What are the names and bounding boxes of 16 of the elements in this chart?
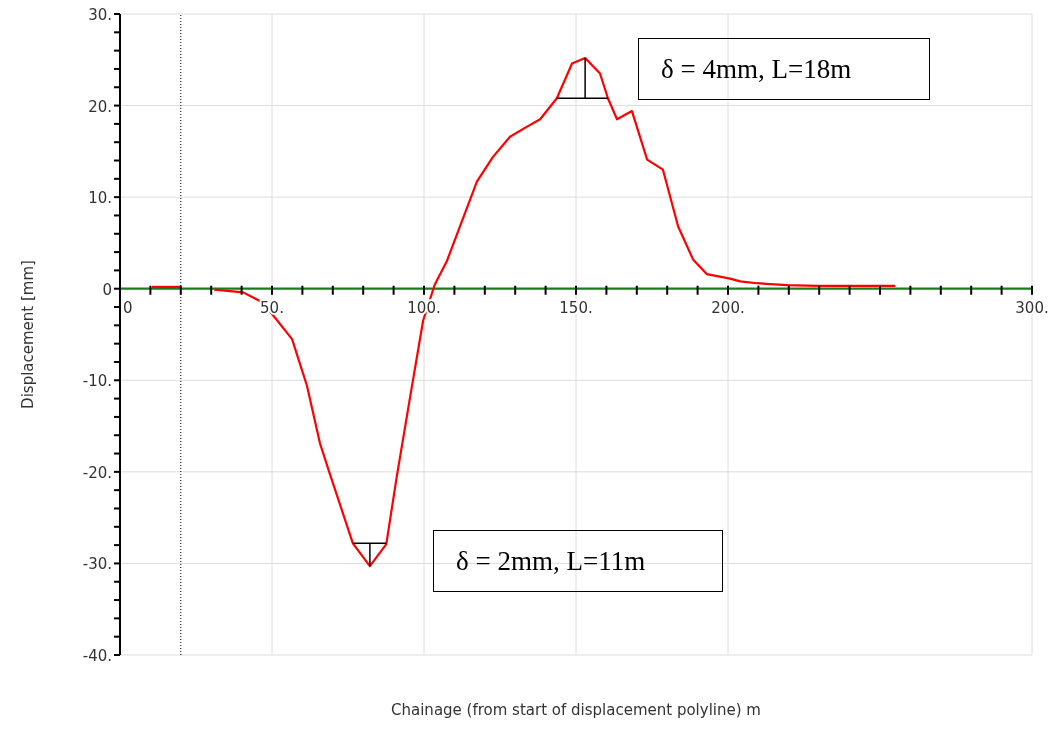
y-tick-label: 20. xyxy=(88,97,112,116)
y-tick-label: -20. xyxy=(82,463,112,482)
x-tick-label: 150. xyxy=(559,298,593,317)
y-tick-label: 10. xyxy=(88,189,112,208)
x-axis-title: Chainage (from start of displacement polyline) m xyxy=(391,701,761,719)
y-axis-title: Displacement [mm] xyxy=(19,260,38,409)
y-tick-label: -30. xyxy=(82,555,112,574)
y-tick-label: -40. xyxy=(82,647,112,665)
y-tick-label: 30. xyxy=(88,6,112,24)
x-tick-label: 300. xyxy=(1015,298,1049,317)
x-tick-label: 200. xyxy=(711,298,745,317)
note-box: δ = 4mm, L=18m xyxy=(638,38,930,100)
note-box: δ = 2mm, L=11m xyxy=(433,530,723,592)
y-tick-label: 0 xyxy=(102,280,112,299)
x-tick-label: 0 xyxy=(123,298,133,317)
y-tick-label: -10. xyxy=(82,372,112,391)
